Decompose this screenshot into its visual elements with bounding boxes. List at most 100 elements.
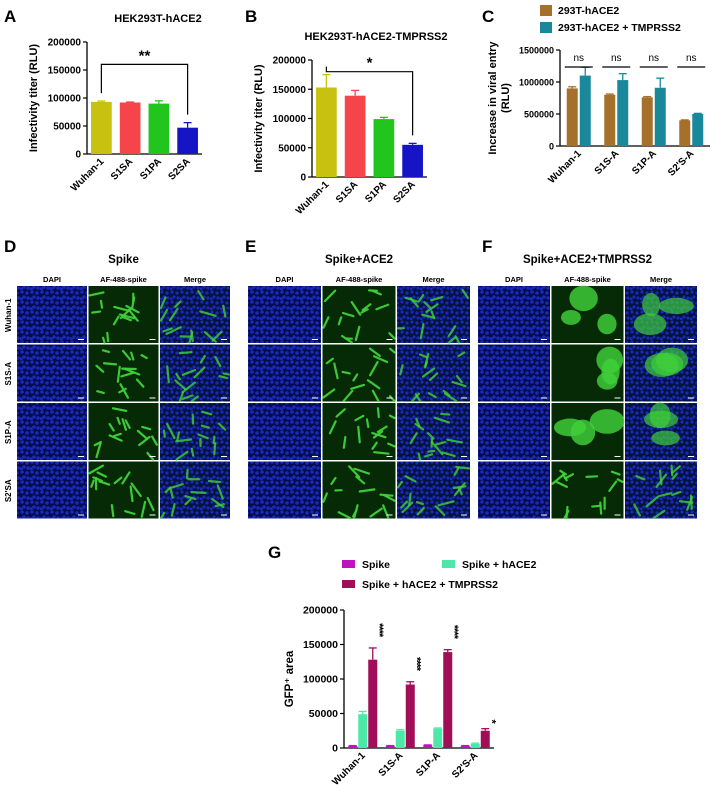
cell-stroke (599, 501, 603, 515)
cell-stroke (389, 347, 396, 354)
cell-stroke (369, 507, 383, 518)
cell-stroke (350, 383, 366, 390)
cell-stroke (421, 313, 436, 319)
cell-stroke (373, 355, 389, 364)
legend-label: Spike + hACE2 + TMPRSS2 (362, 579, 498, 591)
cell-stroke (585, 475, 599, 478)
cell-stroke (174, 379, 187, 391)
y-tick-label: 0 (332, 743, 338, 755)
cell-stroke (138, 435, 151, 447)
cell-stroke (88, 464, 104, 475)
x-tick-label: S2SA (166, 156, 192, 182)
cell-stroke (181, 394, 194, 401)
y-tick-label: 0 (300, 173, 306, 184)
legend-swatch (540, 22, 552, 33)
bar (617, 80, 629, 146)
cell-stroke (181, 368, 197, 376)
cell-stroke (368, 347, 381, 358)
cell-stroke (159, 296, 167, 309)
bar (395, 730, 405, 748)
y-tick-label: 1500000 (519, 46, 554, 56)
significance-label: * (367, 55, 373, 72)
cell-stroke (382, 504, 390, 520)
chart-viral-entry: 0 500000 1000000 1500000 Increase in viral e… (487, 5, 710, 186)
bar (358, 714, 368, 748)
cell-stroke (424, 352, 430, 368)
cell-stroke (197, 290, 205, 301)
cell-stroke (129, 485, 134, 503)
cell-stroke (120, 371, 135, 378)
cell-stroke (419, 323, 425, 340)
cell-stroke (434, 505, 446, 517)
cell-stroke (91, 310, 102, 314)
cell-stroke (108, 434, 123, 442)
cell-stroke (371, 441, 378, 450)
micrograph-tile (17, 286, 87, 343)
cell-stroke (652, 509, 666, 520)
cell-stroke (443, 392, 458, 403)
cell-stroke (101, 336, 106, 344)
syncytium-blob (633, 313, 667, 336)
syncytium-blob (642, 292, 661, 317)
bar (348, 745, 358, 748)
cell-stroke (453, 466, 460, 476)
legend-swatch (342, 560, 355, 568)
bar (460, 745, 470, 748)
significance-bracket (325, 66, 414, 136)
cell-stroke (111, 407, 128, 412)
legend-swatch (540, 5, 552, 16)
cell-stroke (175, 372, 181, 381)
cell-stroke (559, 469, 567, 476)
cell-stroke (426, 432, 435, 440)
cell-stroke (437, 500, 455, 507)
cell-stroke (119, 308, 131, 320)
cell-stroke (591, 504, 602, 508)
micrograph-tile (248, 286, 321, 343)
micrograph-title: Spike+ACE2+TMPRSS2 (523, 254, 652, 266)
y-tick-label: 500000 (524, 110, 554, 120)
y-tick-label: 200000 (48, 38, 82, 49)
x-tick-label: Wuhan-1 (546, 148, 584, 186)
panel-label-g: G (268, 543, 281, 562)
cell-stroke (322, 316, 330, 329)
cell-stroke (348, 465, 361, 479)
cell-stroke (127, 308, 139, 322)
cell-stroke (214, 503, 225, 508)
ns-label: ns (686, 53, 697, 64)
y-tick-label: 1000000 (519, 78, 554, 88)
bar (177, 127, 198, 154)
cell-stroke (427, 449, 436, 453)
cell-stroke (166, 365, 170, 384)
bar (679, 120, 691, 146)
cell-stroke (358, 488, 376, 493)
y-axis-label: Infectivity titer (RLU) (28, 44, 40, 153)
cell-stroke (151, 435, 158, 446)
cell-stroke (399, 364, 404, 376)
cell-stroke (203, 331, 217, 343)
x-tick-label: S1S-A (593, 148, 622, 177)
y-axis-label: GFP⁺ area (284, 650, 296, 707)
x-tick-label: S1S-A (377, 750, 406, 779)
cell-stroke (353, 467, 370, 475)
cell-stroke (199, 354, 206, 364)
cell-stroke (411, 392, 421, 403)
syncytium-blob (569, 285, 598, 312)
significance-stars: **** (448, 625, 460, 640)
y-tick-label: 150000 (48, 66, 82, 77)
y-tick-label: 0 (75, 150, 81, 161)
cell-stroke (686, 495, 694, 511)
cell-stroke (342, 435, 347, 449)
cell-stroke (417, 452, 422, 461)
bar (368, 659, 378, 748)
micrograph-tile (88, 403, 159, 460)
cell-stroke (373, 451, 390, 455)
cell-stroke (455, 375, 463, 384)
cell-stroke (371, 431, 387, 439)
cell-stroke (434, 440, 447, 446)
cell-stroke (136, 429, 149, 441)
micrograph-tile (551, 461, 624, 519)
cell-stroke (361, 303, 372, 312)
legend-swatch (442, 560, 455, 568)
micrograph-row-label: S1S-A (4, 362, 13, 386)
legend-swatch (342, 580, 355, 588)
